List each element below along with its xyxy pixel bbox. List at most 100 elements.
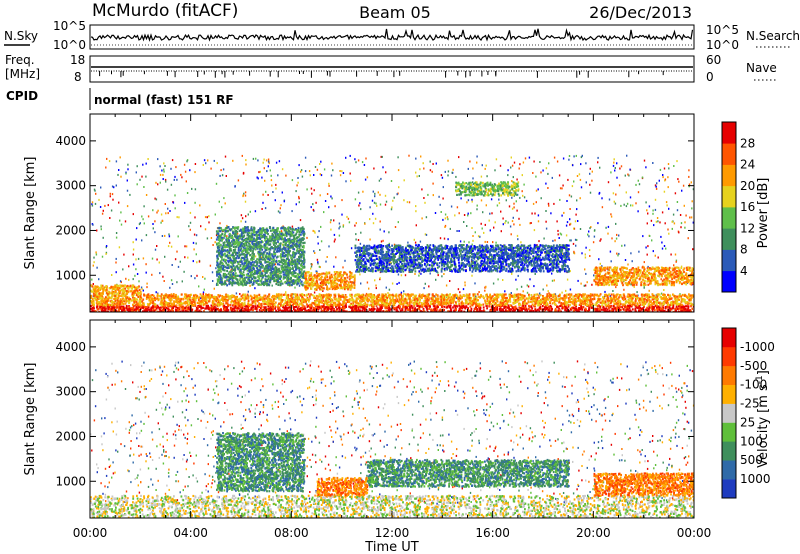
power-scatter-cell: [291, 210, 293, 213]
power-feature-cell: [178, 302, 181, 305]
power-feature-cell: [637, 297, 639, 300]
power-feature-cell: [244, 293, 247, 296]
power-feature-cell: [163, 299, 166, 303]
power-scatter-cell: [579, 228, 582, 230]
power-feature-cell: [684, 308, 687, 311]
power-scatter-cell: [545, 220, 547, 223]
power-scatter-cell: [374, 195, 376, 198]
power-feature-cell: [450, 309, 453, 312]
power-scatter-cell: [680, 265, 683, 268]
power-scatter-cell: [421, 217, 423, 220]
power-feature-cell: [246, 307, 249, 310]
power-scatter-cell: [570, 222, 572, 225]
power-scatter-cell: [408, 154, 410, 157]
power-scatter-cell: [397, 273, 400, 276]
power-scatter-cell: [295, 203, 297, 206]
power-feature-cell: [326, 306, 328, 309]
power-feature-cell: [600, 308, 603, 311]
power-scatter-cell: [674, 192, 677, 195]
power-feature-cell: [157, 306, 160, 309]
power-feature-cell: [526, 302, 528, 305]
power-feature-cell: [496, 293, 498, 296]
power-feature-cell: [565, 293, 568, 296]
power-scatter-cell: [381, 155, 383, 158]
power-feature-cell: [554, 309, 556, 312]
power-feature-cell: [675, 305, 678, 308]
power-feature-cell: [690, 310, 693, 312]
power-scatter-cell: [403, 179, 405, 182]
power-feature-cell: [614, 299, 617, 302]
power-feature-cell: [515, 307, 518, 310]
power-feature-cell: [250, 308, 253, 311]
power-feature-cell: [433, 295, 435, 298]
power-scatter-cell: [342, 172, 345, 174]
power-scatter-cell: [683, 204, 685, 207]
power-feature-cell: [110, 310, 112, 312]
power-feature-cell: [569, 301, 572, 304]
power-scatter-cell: [574, 220, 577, 223]
power-scatter-cell: [653, 224, 655, 227]
power-scatter-cell: [418, 271, 421, 274]
power-feature-cell: [486, 299, 489, 302]
power-scatter-cell: [257, 177, 259, 180]
power-scatter-cell: [550, 212, 552, 215]
power-feature-cell: [322, 296, 324, 299]
power-scatter-cell: [194, 188, 197, 191]
power-feature-cell: [504, 299, 507, 303]
power-feature-cell: [642, 307, 645, 310]
power-feature-cell: [583, 294, 585, 297]
power-scatter-cell: [660, 292, 663, 295]
power-feature-cell: [289, 309, 291, 312]
power-feature-cell: [591, 302, 594, 305]
power-feature-cell: [408, 293, 411, 296]
power-scatter-cell: [240, 214, 243, 217]
power-feature-cell: [622, 304, 624, 307]
power-feature-cell: [447, 310, 449, 312]
power-feature-cell: [360, 294, 363, 297]
power-feature-cell: [127, 299, 129, 302]
power-feature-cell: [313, 296, 315, 299]
power-scatter-cell: [319, 194, 321, 197]
power-feature-cell: [98, 303, 101, 306]
power-feature-cell: [458, 307, 461, 310]
power-feature-cell: [190, 309, 193, 312]
power-feature-cell: [280, 303, 282, 306]
power-feature-cell: [318, 305, 320, 309]
power-feature-cell: [470, 300, 473, 304]
power-feature-cell: [153, 306, 156, 309]
power-scatter-cell: [444, 170, 446, 173]
power-feature-cell: [357, 302, 359, 305]
power-scatter-cell: [688, 183, 691, 186]
power-feature-cell: [616, 307, 618, 310]
power-feature-cell: [553, 299, 556, 302]
power-feature-cell: [134, 304, 137, 307]
power-scatter-cell: [655, 185, 657, 188]
power-scatter-cell: [479, 235, 481, 238]
power-feature-cell: [512, 302, 515, 305]
power-scatter-cell: [533, 160, 535, 163]
power-scatter-cell: [145, 263, 147, 266]
power-scatter-cell: [542, 169, 544, 172]
power-feature-cell: [277, 294, 280, 297]
power-feature-cell: [219, 299, 221, 303]
power-feature-cell: [345, 310, 347, 312]
power-scatter-cell: [108, 160, 111, 163]
power-feature-cell: [284, 293, 287, 296]
power-scatter-cell: [517, 274, 519, 277]
power-feature-cell: [117, 297, 119, 300]
power-feature-cell: [341, 293, 344, 297]
power-feature-cell: [100, 308, 103, 311]
power-scatter-cell: [621, 244, 623, 247]
power-feature-cell: [323, 309, 326, 312]
power-scatter-cell: [242, 195, 244, 198]
power-scatter-cell: [95, 251, 97, 254]
power-feature-cell: [553, 297, 556, 300]
power-feature-cell: [662, 301, 665, 304]
power-scatter-cell: [609, 250, 612, 253]
power-scatter-cell: [643, 286, 645, 289]
power-feature-cell: [96, 306, 98, 309]
power-feature-cell: [294, 296, 297, 299]
power-scatter-cell: [126, 189, 129, 192]
power-feature-cell: [406, 303, 409, 307]
power-scatter-cell: [403, 199, 405, 202]
